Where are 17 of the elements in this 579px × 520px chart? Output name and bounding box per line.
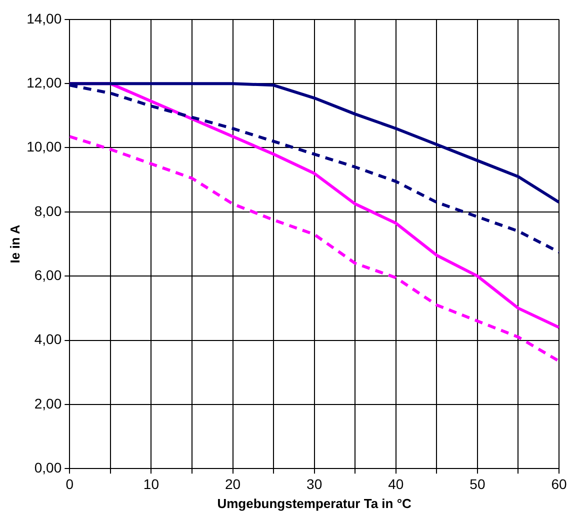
y-tick-label: 0,00 [34,459,62,476]
y-tick-label: 12,00 [26,74,62,90]
x-tick-label: 50 [470,476,486,492]
x-tick-label: 40 [388,476,404,492]
y-tick-label: 10,00 [26,138,62,155]
x-axis-title: Umgebungstemperatur Ta in °C [217,496,412,511]
y-tick-label: 6,00 [34,266,62,283]
x-tick-label: 10 [143,476,160,492]
y-axis-title: Ie in A [7,224,22,264]
x-tick-label: 0 [66,476,74,492]
y-tick-label: 2,00 [34,395,62,412]
y-tick-label: 14,00 [26,10,62,26]
x-tick-label: 60 [551,476,567,492]
x-tick-label: 20 [224,476,241,492]
x-tick-label: 30 [306,476,322,492]
y-tick-label: 4,00 [34,331,62,348]
y-tick-label: 8,00 [34,202,62,219]
